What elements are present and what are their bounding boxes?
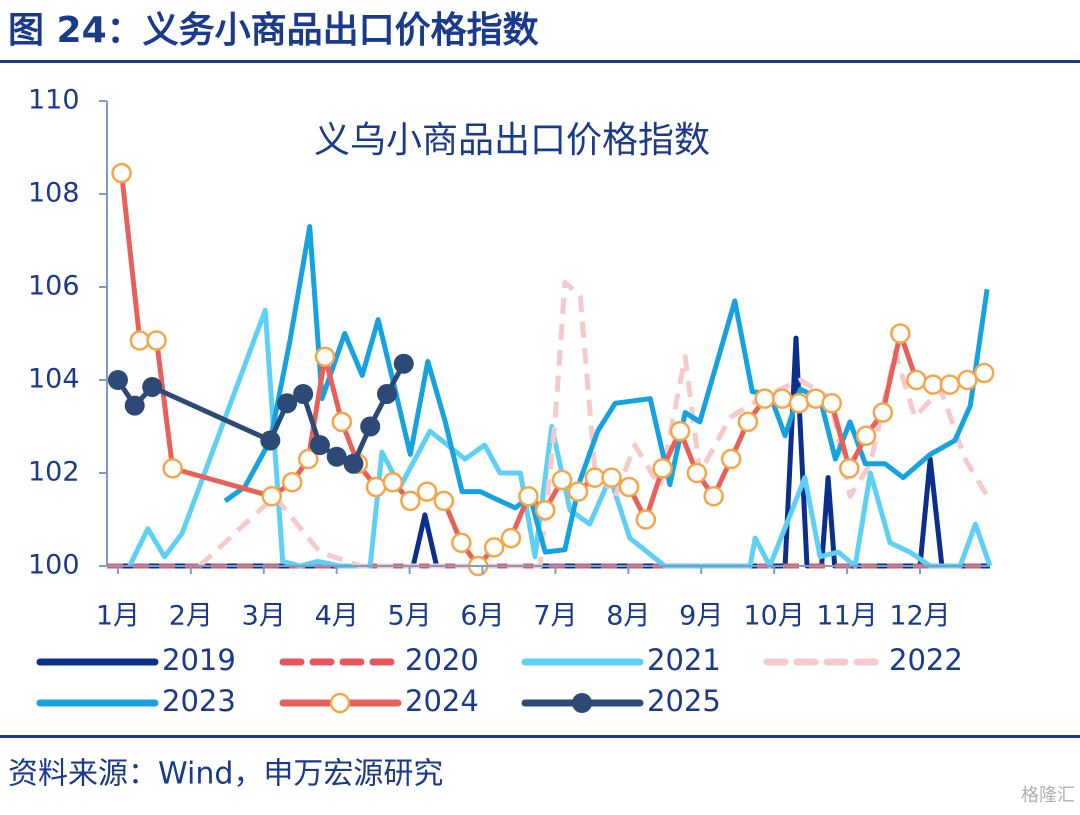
legend-marker	[572, 693, 592, 713]
series-marker	[277, 393, 298, 414]
x-tick-label: 3月	[242, 601, 286, 632]
series-marker	[601, 467, 622, 488]
source-rule	[0, 735, 1080, 738]
series-marker	[107, 370, 128, 390]
series-marker	[534, 499, 556, 521]
series-marker	[261, 486, 283, 507]
series-marker	[483, 537, 505, 558]
series-marker	[365, 476, 387, 498]
series-marker	[618, 476, 640, 498]
chart-title: 义乌小商品出口价格指数	[314, 120, 710, 161]
title-rule	[0, 60, 1080, 63]
series-marker	[451, 532, 472, 553]
x-tick-label: 5月	[388, 601, 432, 632]
legend-label: 2021	[647, 643, 721, 677]
legend-label: 2025	[647, 684, 721, 718]
x-tick-label: 11月	[816, 601, 877, 632]
series-marker	[416, 481, 438, 502]
x-tick-label: 10月	[743, 601, 804, 632]
series-marker	[146, 330, 167, 351]
series-marker	[635, 509, 657, 530]
series-marker	[297, 448, 319, 470]
series-line	[223, 224, 990, 555]
series-marker	[376, 383, 397, 404]
series-marker	[326, 446, 347, 467]
series-marker	[652, 458, 673, 479]
series-marker	[393, 353, 414, 374]
x-tick-label: 6月	[460, 601, 504, 632]
series-marker	[703, 486, 724, 507]
series-marker	[124, 395, 145, 416]
series-marker	[669, 420, 691, 442]
series-marker	[331, 411, 353, 433]
series-marker	[686, 462, 708, 484]
series-marker	[314, 346, 336, 367]
series-marker	[737, 411, 759, 433]
series-marker	[400, 490, 421, 512]
series-marker	[500, 527, 522, 549]
series-marker	[360, 416, 381, 437]
series-marker	[129, 330, 151, 351]
series-marker	[821, 393, 843, 414]
y-tick-label: 106	[28, 271, 80, 302]
series-marker	[839, 458, 860, 479]
series-marker	[260, 430, 281, 451]
legend-label: 2019	[162, 643, 236, 677]
series-marker	[720, 448, 742, 470]
y-tick-label: 108	[28, 178, 80, 209]
series-marker	[142, 376, 163, 397]
series-marker	[518, 486, 539, 507]
series-marker	[343, 453, 364, 474]
legend-label: 2022	[889, 643, 963, 677]
x-tick-label: 2月	[169, 601, 213, 632]
watermark: 格隆汇	[1021, 785, 1075, 806]
series-marker	[872, 402, 894, 423]
x-tick-label: 7月	[533, 601, 577, 632]
legend-label: 2023	[162, 684, 236, 718]
x-tick-label: 9月	[679, 601, 723, 632]
y-tick-label: 104	[28, 364, 80, 395]
series-line	[127, 307, 993, 569]
series-marker	[973, 362, 995, 384]
series-marker	[890, 323, 911, 344]
x-tick-label: 12月	[889, 601, 950, 632]
legend-label: 2024	[405, 684, 479, 718]
series-marker	[567, 481, 589, 502]
series-marker	[309, 435, 330, 456]
series-marker	[281, 472, 303, 493]
x-tick-label: 8月	[606, 601, 650, 632]
figure-title: 图 24：义务小商品出口价格指数	[8, 10, 539, 51]
series-marker	[584, 467, 606, 488]
x-tick-label: 1月	[96, 601, 140, 632]
y-tick-label: 102	[28, 457, 80, 488]
series-marker	[788, 393, 810, 414]
legend-label: 2020	[405, 643, 479, 677]
series-marker	[771, 388, 793, 409]
y-tick-label: 110	[28, 85, 80, 116]
series-marker	[162, 458, 183, 479]
series-marker	[551, 469, 573, 491]
series-marker	[433, 490, 455, 512]
series-marker	[957, 369, 978, 391]
series-marker	[382, 472, 404, 493]
x-tick-label: 4月	[315, 601, 359, 632]
legend-marker	[329, 692, 351, 714]
source: 资料来源：Wind，申万宏源研究	[8, 757, 443, 792]
series-marker	[754, 388, 775, 409]
series-marker	[922, 374, 944, 395]
series-marker	[939, 374, 961, 395]
series-marker	[906, 369, 927, 391]
series-marker	[293, 383, 314, 404]
series-marker	[111, 162, 132, 184]
series-marker	[855, 425, 877, 447]
y-tick-label: 100	[28, 550, 80, 581]
